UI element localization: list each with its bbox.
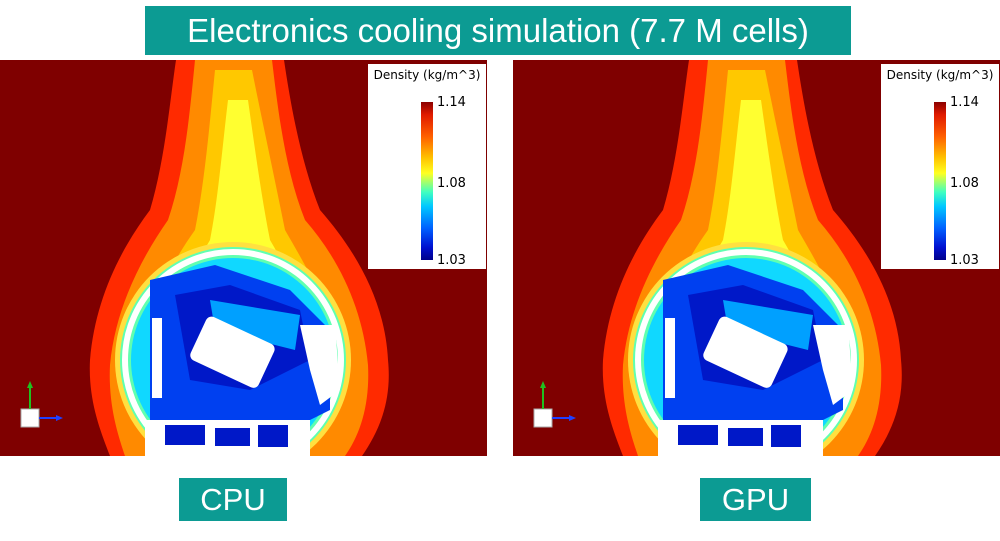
legend-mid: 1.08 bbox=[437, 176, 466, 191]
legend-title: Density (kg/m^3) bbox=[886, 68, 994, 82]
cpu-simulation-panel: Density (kg/m^3) 1.14 1.08 1.03 bbox=[0, 60, 487, 456]
colorbar bbox=[934, 102, 946, 260]
cpu-label: CPU bbox=[179, 478, 287, 521]
cpu-density-legend: Density (kg/m^3) 1.14 1.08 1.03 bbox=[368, 64, 486, 269]
legend-max: 1.14 bbox=[437, 95, 466, 110]
title-banner: Electronics cooling simulation (7.7 M ce… bbox=[145, 6, 851, 55]
gpu-simulation-panel: Density (kg/m^3) 1.14 1.08 1.03 bbox=[513, 60, 1000, 456]
legend-max: 1.14 bbox=[950, 95, 979, 110]
legend-title: Density (kg/m^3) bbox=[373, 68, 481, 82]
legend-min: 1.03 bbox=[437, 253, 466, 268]
gpu-density-legend: Density (kg/m^3) 1.14 1.08 1.03 bbox=[881, 64, 999, 269]
gpu-label: GPU bbox=[700, 478, 811, 521]
legend-mid: 1.08 bbox=[950, 176, 979, 191]
colorbar bbox=[421, 102, 433, 260]
legend-min: 1.03 bbox=[950, 253, 979, 268]
